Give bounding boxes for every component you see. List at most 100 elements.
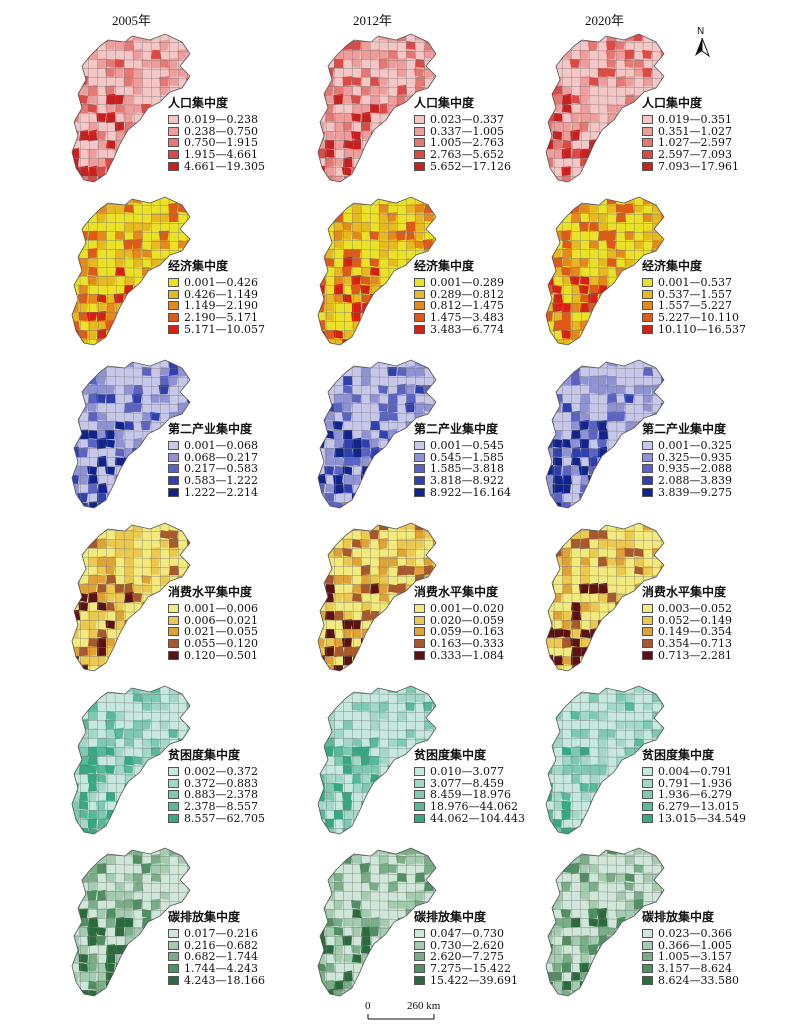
legend-swatch bbox=[168, 138, 179, 148]
legend-swatch bbox=[168, 115, 179, 125]
legend-swatch bbox=[642, 313, 653, 323]
map-panel: 碳排放集中度 0.047—0.730 0.730—2.620 2.620—7.275 7… bbox=[316, 846, 566, 1008]
legend-item: 1.222—2.214 bbox=[168, 486, 258, 499]
legend-item: 0.372—0.883 bbox=[168, 777, 265, 790]
legend-swatch bbox=[168, 313, 179, 323]
legend-range-label: 0.001—0.020 bbox=[430, 602, 504, 616]
scale-bar: 0 260 km bbox=[362, 1000, 472, 1024]
legend-item: 3.839—9.275 bbox=[642, 486, 732, 499]
legend: 人口集中度 0.019—0.351 0.351—1.027 1.027—2.597 2.… bbox=[642, 94, 739, 173]
legend-swatch bbox=[168, 802, 179, 812]
legend-item: 7.275—15.422 bbox=[414, 962, 518, 975]
region-map bbox=[317, 847, 437, 997]
legend-item: 0.001—0.006 bbox=[168, 602, 258, 615]
legend-swatch bbox=[642, 452, 653, 462]
legend-item: 3.818—8.922 bbox=[414, 474, 511, 487]
legend-range-label: 0.426—1.149 bbox=[184, 287, 258, 301]
legend-range-label: 0.006—0.021 bbox=[184, 613, 258, 627]
legend-item: 0.537—1.557 bbox=[642, 287, 746, 301]
legend-swatch bbox=[642, 289, 653, 299]
legend-range-label: 1.475—3.483 bbox=[430, 311, 504, 325]
legend-item: 0.019—0.238 bbox=[168, 113, 265, 127]
legend-swatch bbox=[168, 790, 179, 800]
legend-swatch bbox=[414, 813, 425, 823]
legend-range-label: 0.325—0.935 bbox=[658, 450, 732, 464]
legend-item: 15.422—39.691 bbox=[414, 974, 518, 987]
legend-swatch bbox=[168, 615, 179, 625]
legend-range-label: 0.730—2.620 bbox=[430, 938, 504, 952]
legend-item: 0.682—1.744 bbox=[168, 950, 265, 964]
legend-item: 0.366—1.005 bbox=[642, 939, 739, 952]
legend: 碳排放集中度 0.017—0.216 0.216—0.682 0.682—1.744 1… bbox=[168, 908, 265, 987]
region-map bbox=[545, 33, 665, 183]
legend-range-label: 0.001—0.325 bbox=[658, 439, 732, 453]
legend-swatch bbox=[168, 301, 179, 311]
legend-title: 经济集中度 bbox=[414, 259, 475, 273]
legend-item: 0.055—0.120 bbox=[168, 637, 258, 650]
legend-range-label: 0.059—0.163 bbox=[430, 625, 504, 639]
year-header-2020: 2020年 bbox=[585, 13, 625, 28]
legend-item: 1.149—2.190 bbox=[168, 299, 265, 313]
legend-item: 1.027—2.597 bbox=[642, 136, 739, 149]
legend-range-label: 2.378—8.557 bbox=[184, 800, 258, 814]
legend-range-label: 0.935—2.088 bbox=[658, 462, 732, 476]
legend-swatch bbox=[168, 767, 179, 777]
legend-range-label: 1.149—2.190 bbox=[184, 299, 258, 313]
legend-item: 0.001—0.020 bbox=[414, 602, 504, 616]
legend-item: 4.661—19.305 bbox=[168, 160, 265, 173]
legend-swatch bbox=[642, 639, 653, 649]
legend-swatch bbox=[168, 940, 179, 950]
legend-item: 8.922—16.164 bbox=[414, 486, 511, 499]
legend-range-label: 0.351—1.027 bbox=[658, 124, 732, 138]
legend-item: 3.157—8.624 bbox=[642, 962, 739, 975]
legend-range-label: 0.537—1.557 bbox=[658, 287, 732, 301]
legend-range-label: 0.001—0.426 bbox=[184, 276, 258, 290]
legend-item: 7.093—17.961 bbox=[642, 159, 739, 173]
region-map bbox=[545, 847, 665, 997]
legend-item: 0.047—0.730 bbox=[414, 927, 518, 940]
legend-title: 贫困度集中度 bbox=[168, 748, 241, 762]
legend-title: 人口集中度 bbox=[642, 96, 703, 110]
legend-swatch bbox=[642, 278, 653, 288]
legend-item: 0.021—0.055 bbox=[168, 625, 258, 638]
legend-swatch bbox=[414, 627, 425, 637]
legend-title: 碳排放集中度 bbox=[642, 910, 715, 924]
legend: 碳排放集中度 0.047—0.730 0.730—2.620 2.620—7.275 7… bbox=[414, 908, 518, 987]
legend-swatch bbox=[168, 464, 179, 474]
legend-range-label: 0.238—0.750 bbox=[184, 124, 258, 138]
legend-item: 0.001—0.537 bbox=[642, 276, 746, 289]
legend-range-label: 0.019—0.238 bbox=[184, 113, 258, 127]
legend-swatch bbox=[642, 650, 653, 660]
legend-item: 1.915—4.661 bbox=[168, 148, 265, 161]
legend: 碳排放集中度 0.023—0.366 0.366—1.005 1.005—3.157 3… bbox=[642, 908, 739, 987]
legend-range-label: 7.093—17.961 bbox=[658, 159, 739, 173]
legend-title: 贫困度集中度 bbox=[414, 748, 487, 762]
legend-range-label: 0.682—1.744 bbox=[184, 950, 258, 964]
legend-range-label: 0.883—2.378 bbox=[184, 788, 258, 802]
map-panel: 第二产业集中度 0.001—0.545 0.545—1.585 1.585—3.818… bbox=[316, 358, 566, 520]
legend-title: 人口集中度 bbox=[168, 96, 229, 110]
legend-item: 0.351—1.027 bbox=[642, 124, 739, 138]
legend-item: 1.585—3.818 bbox=[414, 462, 511, 475]
legend-item: 6.279—13.015 bbox=[642, 800, 746, 813]
map-panel: 碳排放集中度 0.017—0.216 0.216—0.682 0.682—1.744 1… bbox=[70, 846, 320, 1008]
legend-swatch bbox=[414, 487, 425, 497]
legend-item: 0.289—0.812 bbox=[414, 288, 504, 301]
legend-swatch bbox=[642, 940, 653, 950]
legend-title: 第二产业集中度 bbox=[168, 422, 253, 436]
legend: 人口集中度 0.019—0.238 0.238—0.750 0.750—1.915 1.… bbox=[168, 94, 265, 173]
legend-range-label: 3.483—6.774 bbox=[430, 322, 504, 336]
legend-item: 1.475—3.483 bbox=[414, 311, 504, 325]
legend: 贫困度集中度 0.002—0.372 0.372—0.883 0.883—2.378 2… bbox=[168, 746, 265, 825]
legend-item: 0.713—2.281 bbox=[642, 649, 732, 662]
legend-item: 0.583—1.222 bbox=[168, 474, 258, 487]
legend: 消费水平集中度 0.001—0.006 0.006—0.021 0.021—0.055… bbox=[168, 583, 258, 662]
legend-item: 2.620—7.275 bbox=[414, 950, 518, 963]
legend-swatch bbox=[168, 150, 179, 160]
map-panel: 贫困度集中度 0.010—3.077 3.077—8.459 8.459—18.976… bbox=[316, 684, 566, 846]
legend-range-label: 0.001—0.545 bbox=[430, 439, 504, 453]
legend-title: 经济集中度 bbox=[168, 259, 229, 273]
legend-item: 1.005—2.763 bbox=[414, 136, 511, 149]
legend-title: 第二产业集中度 bbox=[642, 422, 727, 436]
legend-title: 人口集中度 bbox=[414, 96, 475, 110]
